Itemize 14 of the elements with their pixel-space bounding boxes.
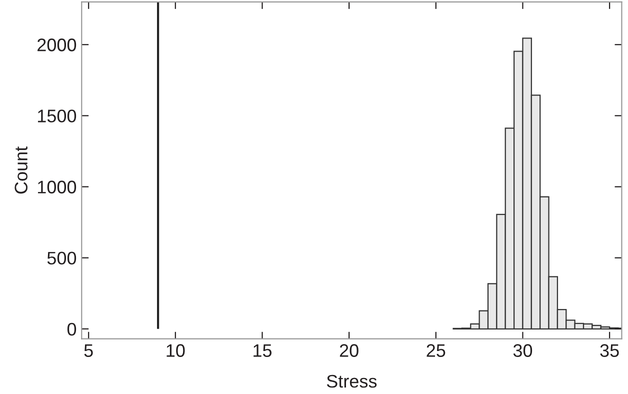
- x-tick-label: 20: [340, 344, 358, 357]
- x-tick-label: 35: [600, 344, 619, 357]
- x-tick-label: 15: [254, 344, 272, 357]
- x-tick-label: 25: [426, 344, 446, 357]
- y-tick-label: 500: [47, 252, 76, 265]
- y-tick-label: 1500: [38, 110, 76, 122]
- y-tick-label: 1000: [38, 180, 76, 194]
- x-tick-label: 10: [166, 344, 185, 357]
- x-tick-label: 5: [84, 344, 93, 357]
- y-tick-label: 0: [67, 322, 76, 336]
- y-axis-title: Count: [14, 146, 28, 194]
- x-tick-label: 30: [513, 344, 532, 357]
- x-axis-title: Stress: [326, 374, 377, 388]
- y-tick-label: 2000: [38, 38, 76, 52]
